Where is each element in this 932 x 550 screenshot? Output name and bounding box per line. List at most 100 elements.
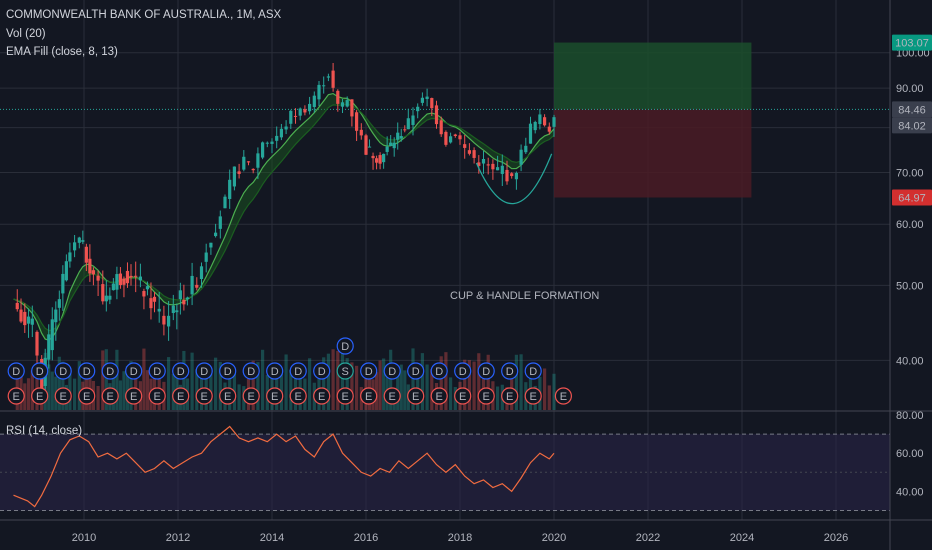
candle-body[interactable]: [420, 97, 424, 103]
stop-price-tag[interactable]: [892, 189, 932, 206]
candle-body[interactable]: [35, 331, 39, 356]
candle-body[interactable]: [118, 273, 123, 285]
legend-volume[interactable]: Vol (20): [6, 28, 46, 40]
legend-symbol[interactable]: COMMONWEALTH BANK OF AUSTRALIA., 1M, ASX: [6, 9, 282, 21]
candle-body[interactable]: [403, 129, 407, 131]
candle-body[interactable]: [371, 155, 375, 159]
candle-body[interactable]: [308, 103, 312, 112]
earnings-badge-icon[interactable]: [407, 387, 425, 405]
candle-body[interactable]: [500, 165, 504, 174]
dividend-badge-icon[interactable]: [7, 362, 25, 380]
candle-body[interactable]: [293, 115, 298, 117]
ema-8-line[interactable]: [13, 92, 555, 341]
candle-body[interactable]: [122, 278, 126, 285]
earnings-badge-icon[interactable]: [242, 387, 260, 405]
legend-rsi[interactable]: RSI (14, close): [6, 425, 83, 437]
candle-body[interactable]: [26, 316, 31, 324]
candle-body[interactable]: [430, 98, 434, 109]
dividend-badge-icon[interactable]: [172, 362, 190, 380]
candle-body[interactable]: [129, 275, 133, 278]
candle-body[interactable]: [54, 309, 58, 323]
candle-body[interactable]: [15, 302, 19, 310]
candle-body[interactable]: [331, 70, 335, 88]
candle-body[interactable]: [399, 136, 403, 139]
earnings-badge-icon[interactable]: [172, 387, 190, 405]
earnings-badge-icon[interactable]: [7, 387, 25, 405]
earnings-badge-icon[interactable]: [524, 387, 542, 405]
earnings-badge-icon[interactable]: [31, 387, 49, 405]
dividend-badge-icon[interactable]: [407, 362, 425, 380]
candle-body[interactable]: [477, 162, 481, 166]
candle-body[interactable]: [171, 305, 175, 314]
earnings-badge-icon[interactable]: [430, 387, 448, 405]
candle-body[interactable]: [453, 134, 457, 136]
candle-body[interactable]: [514, 172, 518, 180]
candle-body[interactable]: [204, 252, 208, 262]
candle-body[interactable]: [378, 155, 382, 164]
legend-ema[interactable]: EMA Fill (close, 8, 13): [6, 46, 118, 58]
dividend-badge-icon[interactable]: [289, 362, 307, 380]
candle-body[interactable]: [350, 99, 354, 117]
candle-body[interactable]: [175, 310, 179, 313]
dividend-badge-icon[interactable]: [219, 362, 237, 380]
candle-body[interactable]: [289, 110, 293, 124]
candle-body[interactable]: [23, 311, 27, 326]
candle-body[interactable]: [47, 334, 51, 360]
candle-body[interactable]: [345, 100, 349, 107]
candle-body[interactable]: [547, 126, 551, 132]
candle-body[interactable]: [463, 144, 467, 148]
candle-body[interactable]: [111, 283, 115, 291]
earnings-badge-icon[interactable]: [219, 387, 237, 405]
candle-body[interactable]: [303, 109, 307, 113]
dividend-badge-icon[interactable]: [501, 362, 519, 380]
candle-body[interactable]: [149, 298, 153, 309]
candle-body[interactable]: [510, 173, 514, 177]
dividend-badge-icon[interactable]: [477, 362, 495, 380]
candle-body[interactable]: [101, 284, 105, 302]
candle-body[interactable]: [265, 142, 269, 144]
candle-body[interactable]: [115, 274, 119, 290]
candle-body[interactable]: [104, 295, 108, 302]
dividend-badge-icon[interactable]: [524, 362, 542, 380]
candle-body[interactable]: [359, 129, 363, 136]
earnings-badge-icon[interactable]: [554, 387, 573, 405]
dividend-badge-icon[interactable]: [78, 362, 96, 380]
earnings-badge-icon[interactable]: [383, 387, 401, 405]
current-price-tag[interactable]: [892, 117, 932, 134]
candle-body[interactable]: [486, 164, 490, 166]
dividend-badge-icon[interactable]: [148, 362, 166, 380]
dividend-badge-icon[interactable]: [31, 362, 49, 380]
candle-body[interactable]: [317, 84, 321, 100]
candle-body[interactable]: [77, 237, 81, 243]
stop-loss-zone[interactable]: [554, 109, 752, 198]
dividend-badge-icon[interactable]: [336, 337, 354, 355]
candle-body[interactable]: [61, 273, 65, 294]
candle-body[interactable]: [392, 142, 396, 149]
target-price-tag[interactable]: [892, 34, 932, 51]
candle-body[interactable]: [64, 261, 68, 281]
candle-body[interactable]: [326, 76, 330, 78]
candle-body[interactable]: [411, 115, 415, 125]
candle-body[interactable]: [218, 216, 222, 229]
dividend-badge-icon[interactable]: [54, 362, 72, 380]
candle-body[interactable]: [209, 242, 213, 248]
candle-body[interactable]: [237, 171, 241, 174]
dividend-badge-icon[interactable]: [454, 362, 472, 380]
candle-body[interactable]: [396, 132, 400, 140]
candle-body[interactable]: [251, 168, 255, 171]
earnings-badge-icon[interactable]: [148, 387, 166, 405]
earnings-badge-icon[interactable]: [454, 387, 472, 405]
candle-body[interactable]: [425, 96, 429, 100]
dividend-badge-icon[interactable]: [242, 362, 260, 380]
candle-body[interactable]: [195, 284, 199, 288]
candle-body[interactable]: [81, 240, 85, 242]
dividend-badge-icon[interactable]: [383, 362, 401, 380]
candle-body[interactable]: [472, 150, 476, 158]
candle-body[interactable]: [145, 286, 150, 290]
candle-body[interactable]: [185, 297, 189, 300]
candle-body[interactable]: [134, 275, 138, 277]
candle-body[interactable]: [50, 319, 54, 351]
candle-body[interactable]: [228, 179, 232, 199]
candle-body[interactable]: [152, 296, 157, 302]
candle-body[interactable]: [519, 149, 523, 165]
